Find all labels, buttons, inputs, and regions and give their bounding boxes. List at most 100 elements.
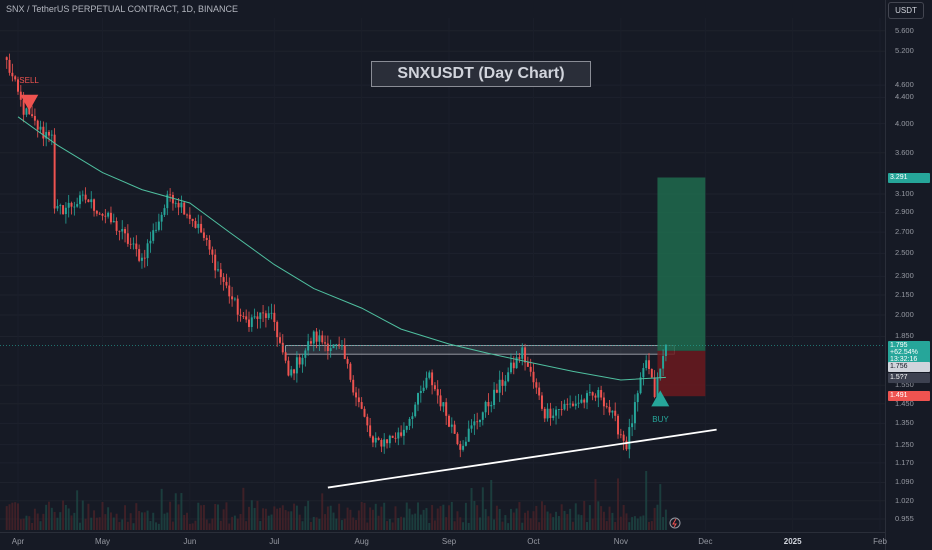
candle-body [476,421,479,423]
volume-bar [450,501,453,530]
candle-body [397,432,400,439]
volume-bar [521,522,524,530]
candle-body [205,237,208,241]
candle-body [487,401,490,407]
candle-body [349,363,352,380]
volume-bar [56,517,59,530]
lightning-icon-bolt [672,518,677,528]
volume-bar [304,506,307,530]
volume-bar [264,508,267,530]
volume-bar [487,516,490,530]
volume-bar [391,522,394,530]
volume-bar [95,517,98,530]
volume-bar [335,518,338,530]
volume-bar [442,504,445,530]
volume-bar [211,518,214,530]
volume-bar [22,518,25,530]
candle-body [87,199,90,203]
price-axis-tag: 13:32:16 [888,354,930,365]
candle-body [194,221,197,228]
volume-bar [439,506,442,530]
volume-bar [529,518,532,530]
volume-bar [642,515,645,530]
volume-bar [124,505,127,530]
candle-body [383,439,386,447]
volume-bar [214,503,217,530]
volume-bar [115,513,118,530]
volume-bar [160,488,163,530]
volume-bar [526,510,529,530]
volume-bar [326,506,329,530]
lightning-icon[interactable] [669,517,681,529]
volume-bar [298,514,301,530]
volume-bar [352,517,355,530]
volume-bar [591,518,594,530]
candle-body [67,202,70,208]
candle-body [219,269,222,278]
candle-body [557,409,560,410]
candle-body [648,360,650,369]
candle-body [31,114,34,117]
candle-body [571,403,574,406]
volume-bar [490,479,493,530]
volume-bar [312,516,315,530]
volume-bar [563,510,566,530]
candle-body [8,59,11,73]
volume-bar [138,510,141,530]
candle-body [357,397,360,403]
candle-body [518,357,521,359]
volume-bar [90,517,93,530]
x-tick-label: Jul [269,537,280,546]
candle-body [431,372,434,386]
volume-bar [659,484,662,530]
candle-body [546,408,549,419]
stop-zone[interactable] [657,350,706,397]
y-tick-label: 3.600 [895,147,914,157]
volume-bar [656,504,659,530]
volume-bar [78,522,81,530]
volume-bar [501,521,504,530]
x-tick-label: Sep [441,537,457,546]
x-tick-label: Apr [11,537,25,546]
volume-bar [538,522,541,530]
candle-body [588,392,591,394]
candle-body [639,377,642,394]
candle-body [231,296,234,300]
candle-body [253,316,256,318]
volume-bar [504,515,507,530]
volume-bar [631,517,634,530]
volume-bar [448,505,450,530]
candle-body [369,425,372,437]
currency-badge[interactable]: USDT [888,2,924,19]
target-zone[interactable] [657,177,706,351]
volume-bar [602,511,605,530]
volume-bar [377,515,380,530]
candle-body [76,204,79,207]
candle-body [309,341,312,344]
candle-body [115,220,118,231]
markers-layer [20,94,681,529]
candle-body [59,205,62,207]
candle-body [321,335,324,343]
candle-body [84,194,87,200]
volume-bar [93,510,96,530]
volume-bar [17,503,19,530]
volume-bar [278,507,281,530]
volume-bar [431,505,434,530]
volume-bar [321,493,324,530]
candle-body [633,402,636,424]
volume-bar [664,509,667,530]
support-trendline[interactable] [327,428,717,489]
candle-body [217,269,219,271]
volume-bar [126,521,129,530]
volume-bar [81,500,84,530]
y-tick-label: 2.500 [895,248,914,258]
volume-bar [546,511,549,530]
candle-body [11,72,14,77]
volume-bar [107,507,110,530]
candle-body [380,439,383,447]
volume-bar [476,505,479,530]
volume-bar [408,508,411,530]
volume-bar [414,513,417,530]
